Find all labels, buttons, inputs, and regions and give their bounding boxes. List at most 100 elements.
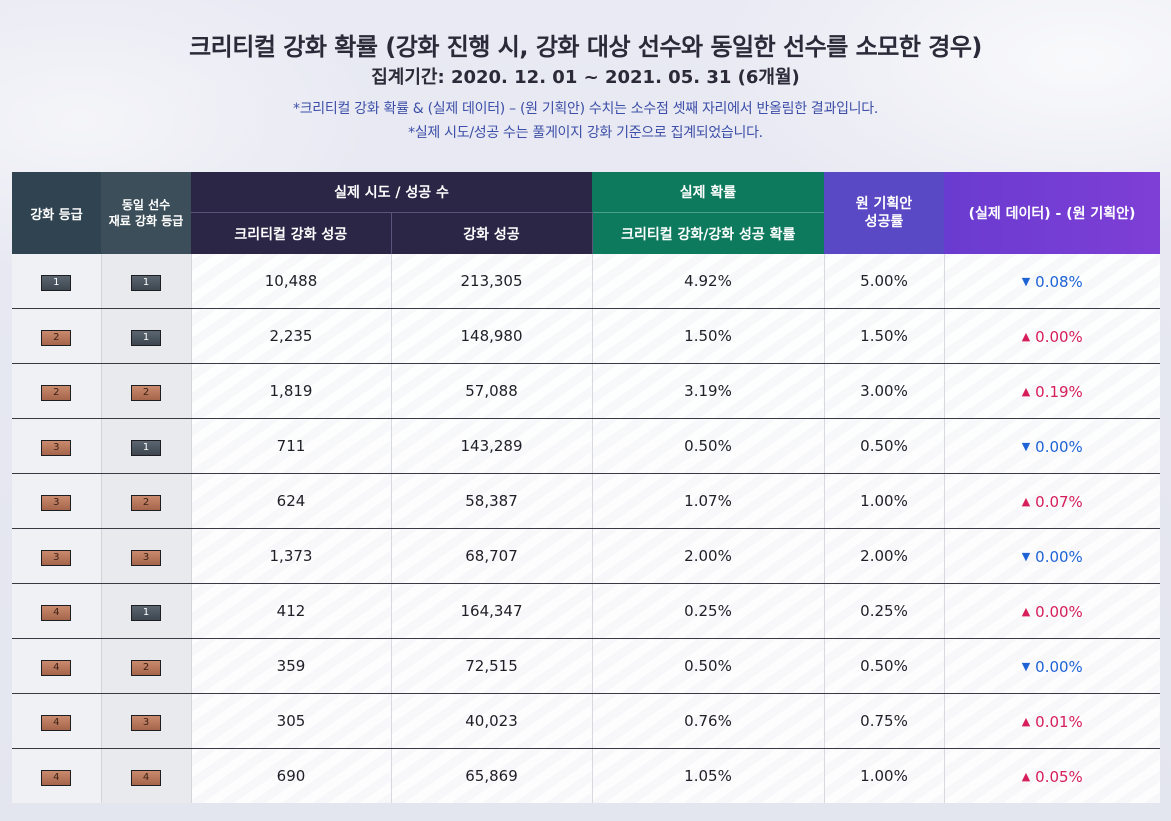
diff-cell: ▲ 0.00% [944, 308, 1160, 364]
diff-text: 0.00% [1035, 657, 1083, 676]
header-plan-rate: 원 기획안 성공률 [824, 172, 944, 254]
header-critical-success: 크리티컬 강화 성공 [191, 212, 392, 254]
diff-value: ▼ 0.00% [1022, 548, 1083, 566]
header-success: 강화 성공 [391, 212, 593, 254]
material-grade-badge: 3 [131, 715, 161, 731]
probability-table: 강화 등급 동일 선수 재료 강화 등급 실제 시도 / 성공 수 실제 확률 … [12, 172, 1160, 803]
diff-text: 0.05% [1035, 767, 1083, 786]
success-cell: 213,305 [391, 254, 593, 309]
table-row: 4 2 359 72,515 0.50% 0.50% ▼ 0.00% [12, 638, 1160, 694]
real-rate-cell: 1.07% [592, 473, 825, 529]
plan-rate-cell: 1.00% [824, 473, 945, 529]
critical-success-cell: 2,235 [191, 308, 392, 364]
diff-text: 0.08% [1035, 272, 1083, 291]
grade-cell: 3 [12, 418, 102, 474]
plan-rate-cell: 2.00% [824, 528, 945, 584]
diff-text: 0.07% [1035, 492, 1083, 511]
table-body: 1 1 10,488 213,305 4.92% 5.00% ▼ 0.08% 2 1 2,235 14… [12, 254, 1160, 803]
diff-text: 0.01% [1035, 712, 1083, 731]
diff-cell: ▼ 0.00% [944, 528, 1160, 584]
success-cell: 72,515 [391, 638, 593, 694]
triangle-down-icon: ▼ [1021, 275, 1031, 289]
real-rate-cell: 1.05% [592, 748, 825, 803]
plan-rate-cell: 0.75% [824, 693, 945, 749]
diff-cell: ▲ 0.19% [944, 363, 1160, 419]
grade-badge: 4 [41, 660, 72, 676]
diff-cell: ▲ 0.00% [944, 583, 1160, 639]
critical-success-cell: 359 [191, 638, 392, 694]
plan-rate-cell: 3.00% [824, 363, 945, 419]
grade-cell: 1 [12, 254, 102, 309]
grade-cell: 4 [12, 693, 102, 749]
header-material-grade: 동일 선수 재료 강화 등급 [101, 172, 191, 254]
grade-badge: 3 [41, 440, 72, 456]
diff-value: ▲ 0.01% [1022, 713, 1083, 731]
header-diff: (실제 데이터) - (원 기획안) [944, 172, 1160, 254]
material-grade-badge: 2 [131, 495, 161, 511]
critical-success-cell: 305 [191, 693, 392, 749]
plan-rate-cell: 1.50% [824, 308, 945, 364]
diff-value: ▲ 0.00% [1022, 603, 1083, 621]
material-grade-cell: 4 [101, 748, 192, 803]
material-grade-badge: 1 [131, 605, 161, 621]
grade-cell: 4 [12, 583, 102, 639]
table-row: 4 4 690 65,869 1.05% 1.00% ▲ 0.05% [12, 748, 1160, 803]
grade-badge: 4 [41, 605, 72, 621]
critical-success-cell: 412 [191, 583, 392, 639]
triangle-up-icon: ▲ [1021, 330, 1031, 344]
material-grade-badge: 3 [131, 550, 161, 566]
critical-success-cell: 690 [191, 748, 392, 803]
diff-value: ▲ 0.00% [1022, 328, 1083, 346]
grade-badge: 2 [41, 385, 72, 401]
plan-rate-cell: 1.00% [824, 748, 945, 803]
diff-text: 0.00% [1035, 602, 1083, 621]
grade-badge: 3 [41, 495, 72, 511]
success-cell: 143,289 [391, 418, 593, 474]
grade-cell: 2 [12, 363, 102, 419]
critical-success-cell: 10,488 [191, 254, 392, 309]
grade-cell: 3 [12, 473, 102, 529]
counting-note: *실제 시도/성공 수는 풀게이지 강화 기준으로 집계되었습니다. [408, 125, 763, 141]
table-row: 1 1 10,488 213,305 4.92% 5.00% ▼ 0.08% [12, 254, 1160, 309]
diff-cell: ▼ 0.00% [944, 418, 1160, 474]
table-row: 3 2 624 58,387 1.07% 1.00% ▲ 0.07% [12, 473, 1160, 529]
triangle-up-icon: ▲ [1021, 495, 1031, 509]
critical-success-cell: 1,373 [191, 528, 392, 584]
header-real-group: 실제 확률 [592, 172, 824, 213]
table-row: 4 3 305 40,023 0.76% 0.75% ▲ 0.01% [12, 693, 1160, 749]
diff-cell: ▼ 0.00% [944, 638, 1160, 694]
page-title: 크리티컬 강화 확률 (강화 진행 시, 강화 대상 선수와 동일한 선수를 소… [189, 33, 982, 61]
triangle-down-icon: ▼ [1021, 550, 1031, 564]
real-rate-cell: 3.19% [592, 363, 825, 419]
grade-badge: 4 [41, 715, 72, 731]
material-grade-cell: 1 [101, 308, 192, 364]
real-rate-cell: 0.50% [592, 418, 825, 474]
material-grade-cell: 2 [101, 473, 192, 529]
real-rate-cell: 0.76% [592, 693, 825, 749]
material-grade-badge: 4 [131, 770, 161, 786]
header-real-rate: 크리티컬 강화/강화 성공 확률 [592, 212, 824, 254]
table-row: 4 1 412 164,347 0.25% 0.25% ▲ 0.00% [12, 583, 1160, 639]
diff-cell: ▲ 0.01% [944, 693, 1160, 749]
material-grade-cell: 1 [101, 254, 192, 309]
critical-success-cell: 1,819 [191, 363, 392, 419]
success-cell: 58,387 [391, 473, 593, 529]
material-grade-cell: 1 [101, 418, 192, 474]
diff-value: ▲ 0.05% [1022, 768, 1083, 786]
table-row: 2 2 1,819 57,088 3.19% 3.00% ▲ 0.19% [12, 363, 1160, 419]
plan-rate-cell: 0.25% [824, 583, 945, 639]
real-rate-cell: 0.50% [592, 638, 825, 694]
material-grade-cell: 3 [101, 528, 192, 584]
table-row: 3 1 711 143,289 0.50% 0.50% ▼ 0.00% [12, 418, 1160, 474]
diff-value: ▲ 0.19% [1022, 383, 1083, 401]
triangle-up-icon: ▲ [1021, 770, 1031, 784]
success-cell: 68,707 [391, 528, 593, 584]
triangle-down-icon: ▼ [1021, 660, 1031, 674]
header-attempt-group: 실제 시도 / 성공 수 [191, 172, 592, 213]
header-plan-rate-label: 원 기획안 성공률 [855, 196, 913, 230]
table-row: 2 1 2,235 148,980 1.50% 1.50% ▲ 0.00% [12, 308, 1160, 364]
material-grade-cell: 1 [101, 583, 192, 639]
diff-text: 0.19% [1035, 382, 1083, 401]
real-rate-cell: 1.50% [592, 308, 825, 364]
triangle-up-icon: ▲ [1021, 715, 1031, 729]
